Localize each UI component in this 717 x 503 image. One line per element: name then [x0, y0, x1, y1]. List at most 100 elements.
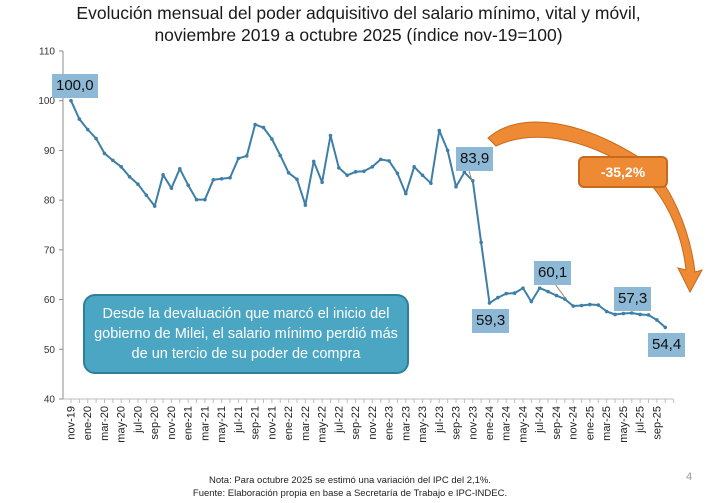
data-point [437, 128, 442, 133]
source-text: Fuente: Elaboración propia en base a Sec… [192, 488, 508, 499]
data-point [638, 312, 642, 317]
leader-line-83-9 [468, 170, 473, 181]
title-line-1: Evolución mensual del poder adquisitivo … [76, 3, 641, 23]
x-tick-label: ene-22 [283, 406, 295, 440]
data-point [127, 174, 132, 179]
x-tick-label: nov-22 [367, 406, 379, 440]
data-point [420, 173, 425, 178]
data-point [211, 177, 216, 182]
series-polyline [70, 100, 666, 329]
data-point [378, 157, 383, 162]
x-tick-label: jul-20 [132, 406, 144, 434]
x-tick-label: nov-24 [568, 406, 580, 440]
x-tick-label: ene-21 [183, 406, 195, 440]
data-point [353, 170, 358, 174]
data-point [178, 167, 182, 171]
data-point [646, 313, 651, 317]
x-tick-label: jul-24 [534, 406, 546, 434]
data-point [554, 293, 559, 298]
data-point [236, 156, 241, 161]
x-tick-label: sep-25 [651, 406, 663, 440]
x-tick-label: nov-20 [166, 406, 178, 440]
y-tick-label: 50 [44, 345, 56, 356]
data-point [144, 193, 149, 197]
data-label: 83,9 [456, 147, 494, 171]
y-tick-label: 80 [44, 196, 56, 207]
data-point [504, 291, 509, 296]
data-point [194, 197, 199, 202]
callout-box: Desde la devaluación que marcó el inicio… [83, 294, 409, 374]
y-tick-label: 110 [39, 47, 55, 58]
data-point [462, 170, 467, 175]
y-tick-label: 90 [44, 146, 56, 157]
data-point [219, 176, 224, 181]
data-point [579, 303, 584, 308]
x-tick-label: may-24 [517, 406, 529, 443]
data-point [253, 122, 257, 127]
data-point [588, 302, 592, 307]
x-tick-label: mar-23 [400, 406, 412, 441]
data-point [537, 286, 542, 290]
data-point [111, 158, 115, 163]
data-point [69, 98, 73, 103]
x-tick-label: sep-22 [350, 406, 362, 440]
data-point [186, 183, 190, 188]
x-tick-label: nov-19 [66, 406, 78, 440]
data-point [345, 173, 350, 178]
x-tick-label: sep-20 [149, 406, 161, 440]
data-point [663, 325, 668, 330]
y-tick-label: 40 [44, 395, 56, 406]
data-point [261, 125, 266, 130]
data-point [621, 311, 626, 316]
data-point [512, 291, 517, 295]
title-line-2: noviembre 2019 a octubre 2025 (índice no… [154, 25, 563, 45]
data-point [119, 165, 124, 169]
data-point [244, 154, 249, 158]
y-tick-label: 70 [44, 245, 56, 256]
data-point [77, 117, 82, 121]
data-point [445, 148, 450, 153]
data-point [546, 289, 550, 294]
x-tick-label: mar-20 [99, 406, 111, 441]
data-point [102, 151, 107, 156]
data-point [286, 171, 291, 175]
data-point [337, 166, 341, 170]
data-point [412, 165, 416, 169]
data-point [94, 136, 98, 141]
leader-line-60-1 [554, 283, 567, 300]
data-point [270, 137, 274, 141]
data-point [152, 204, 157, 208]
data-point [629, 311, 634, 315]
data-point [169, 186, 174, 191]
data-point [278, 153, 283, 158]
x-tick-label: mar-24 [501, 406, 513, 441]
data-point [404, 191, 408, 196]
x-tick-label: jul-21 [233, 406, 245, 434]
data-label: 60,1 [534, 261, 572, 285]
data-label: 100,0 [52, 74, 98, 98]
chart-title: Evolución mensual del poder adquisitivo … [0, 2, 717, 46]
x-tick-label: sep-21 [250, 406, 262, 440]
data-point [161, 172, 165, 177]
x-tick-label: may-21 [216, 406, 228, 443]
data-point [362, 169, 366, 174]
data-point [395, 171, 400, 176]
data-point [604, 309, 609, 314]
change-badge: -35,2% [578, 156, 668, 188]
x-tick-label: jul-23 [434, 406, 446, 434]
note-text: Nota: Para octubre 2025 se estimó una va… [209, 475, 491, 486]
y-tick-label: 100 [38, 96, 55, 107]
data-point [655, 318, 659, 322]
series-line [69, 98, 668, 330]
data-point [328, 133, 333, 138]
page-number: 4 [686, 471, 693, 483]
x-tick-label: may-22 [317, 406, 329, 443]
data-point [496, 295, 500, 300]
data-point [571, 304, 575, 308]
data-point [454, 184, 458, 189]
x-tick-label: nov-21 [266, 406, 278, 440]
x-tick-label: ene-23 [384, 406, 396, 440]
data-point [203, 197, 207, 202]
data-point [596, 303, 601, 307]
data-point [295, 177, 299, 182]
